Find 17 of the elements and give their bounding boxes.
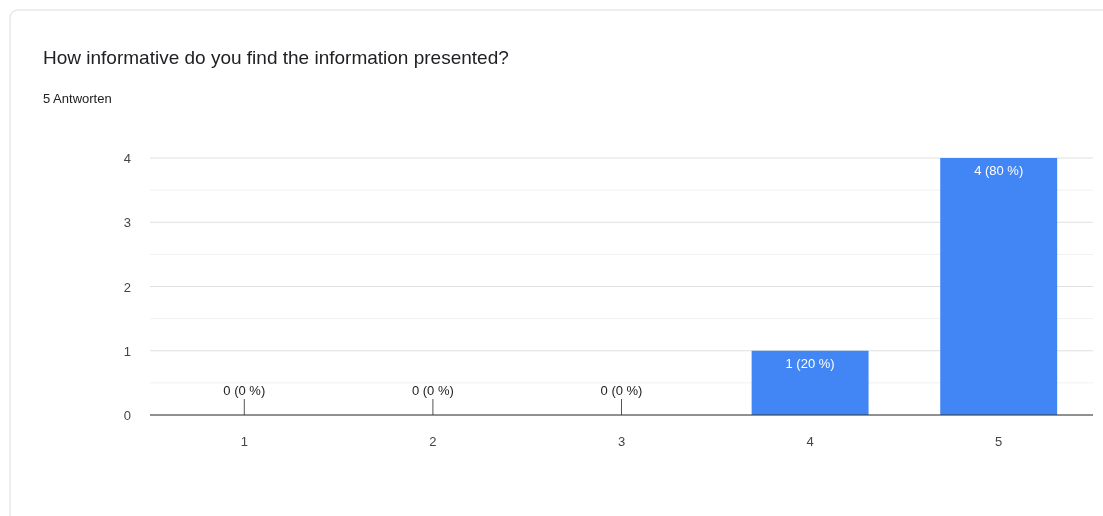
y-tick-label: 0 xyxy=(123,408,131,423)
x-tick-label: 1 xyxy=(240,434,248,449)
x-tick-label: 2 xyxy=(429,434,437,449)
chart-subtitle: 5 Antworten xyxy=(43,91,112,106)
x-tick-label: 5 xyxy=(995,434,1003,449)
chart-title: How informative do you find the information presented? xyxy=(43,47,509,68)
x-tick-label: 3 xyxy=(617,434,626,449)
y-tick-label: 3 xyxy=(123,215,131,231)
data-label: 0 (0 %) xyxy=(223,383,266,398)
data-label: 0 (0 %) xyxy=(411,383,454,398)
data-label: 0 (0 %) xyxy=(600,383,643,398)
y-tick-label: 1 xyxy=(123,343,131,359)
data-label: 4 (80 %) xyxy=(974,163,1024,178)
x-tick-label: 4 xyxy=(806,434,814,449)
y-tick-label: 2 xyxy=(123,279,131,295)
y-tick-label: 4 xyxy=(123,151,131,166)
data-label: 1 (20 %) xyxy=(785,355,835,371)
